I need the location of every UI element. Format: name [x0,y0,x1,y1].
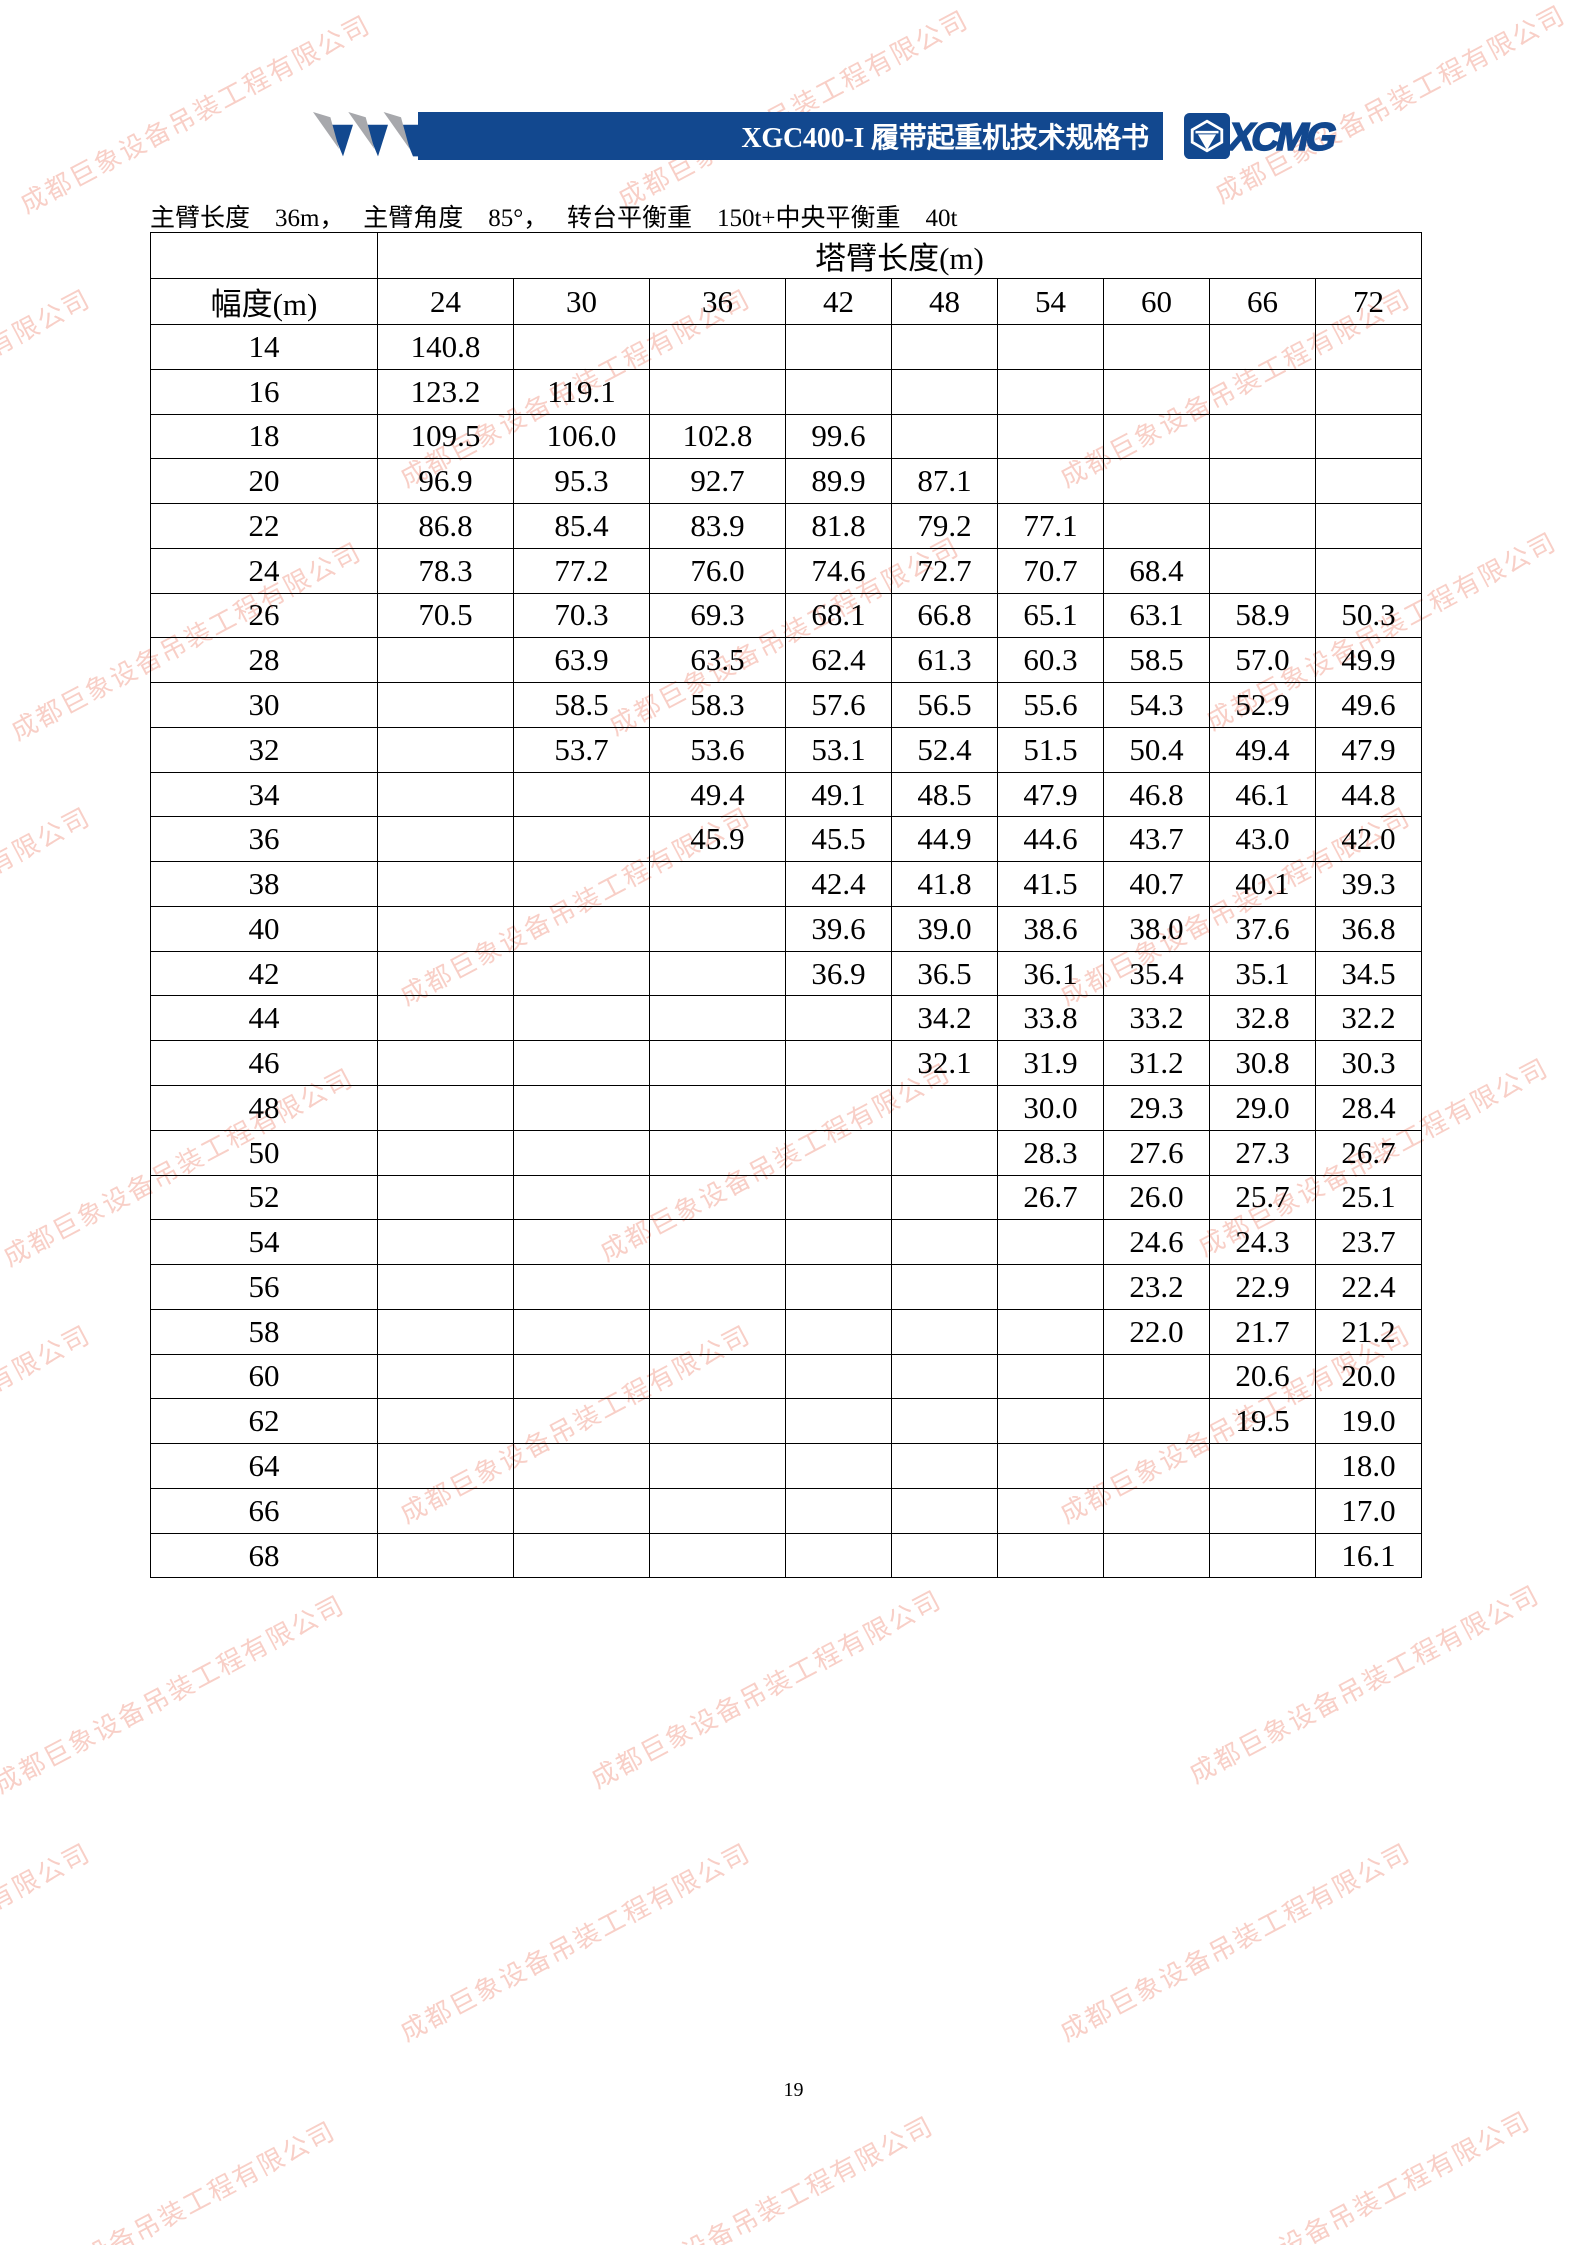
svg-text:XCMG: XCMG [1230,115,1340,159]
